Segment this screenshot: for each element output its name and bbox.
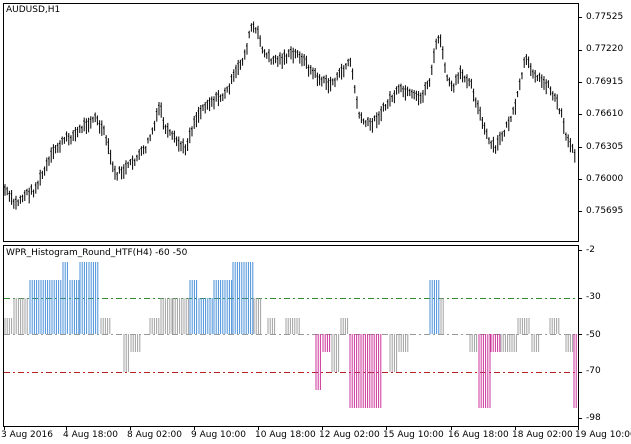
time-label: 8 Aug 02:00 <box>127 430 182 440</box>
wpr-histogram <box>4 262 577 408</box>
level-label: -30 <box>586 292 601 302</box>
time-label: 10 Aug 18:00 <box>255 430 316 440</box>
time-label: 9 Aug 10:00 <box>191 430 246 440</box>
price-label: 0.76610 <box>586 109 624 119</box>
indicator-title: WPR_Histogram_Round_HTF(H4) -60 -50 <box>6 248 188 258</box>
price-label: 0.75695 <box>586 206 624 216</box>
indicator-levels <box>4 298 578 373</box>
price-label: 0.76000 <box>586 174 624 184</box>
level-label: -2 <box>586 245 595 255</box>
time-label: 4 Aug 18:00 <box>63 430 118 440</box>
main-chart-title: AUDUSD,H1 <box>6 5 61 15</box>
time-label: 19 Aug 10:00 <box>575 430 631 440</box>
price-label: 0.77525 <box>586 12 624 22</box>
indicator-frame <box>3 245 579 427</box>
level-label: -98 <box>586 413 601 423</box>
time-label: 16 Aug 18:00 <box>448 430 509 440</box>
time-label: 3 Aug 2016 <box>1 430 53 440</box>
level-label: -70 <box>586 366 601 376</box>
main-chart-frame <box>3 3 579 242</box>
time-label: 12 Aug 02:00 <box>319 430 380 440</box>
time-label: 15 Aug 10:00 <box>383 430 444 440</box>
price-label: 0.76305 <box>586 142 624 152</box>
price-label: 0.76915 <box>586 77 624 87</box>
level-label: -50 <box>586 330 601 340</box>
price-bars <box>4 21 576 210</box>
axis-ticks <box>4 17 582 430</box>
price-label: 0.77220 <box>586 44 624 54</box>
time-label: 18 Aug 02:00 <box>512 430 573 440</box>
